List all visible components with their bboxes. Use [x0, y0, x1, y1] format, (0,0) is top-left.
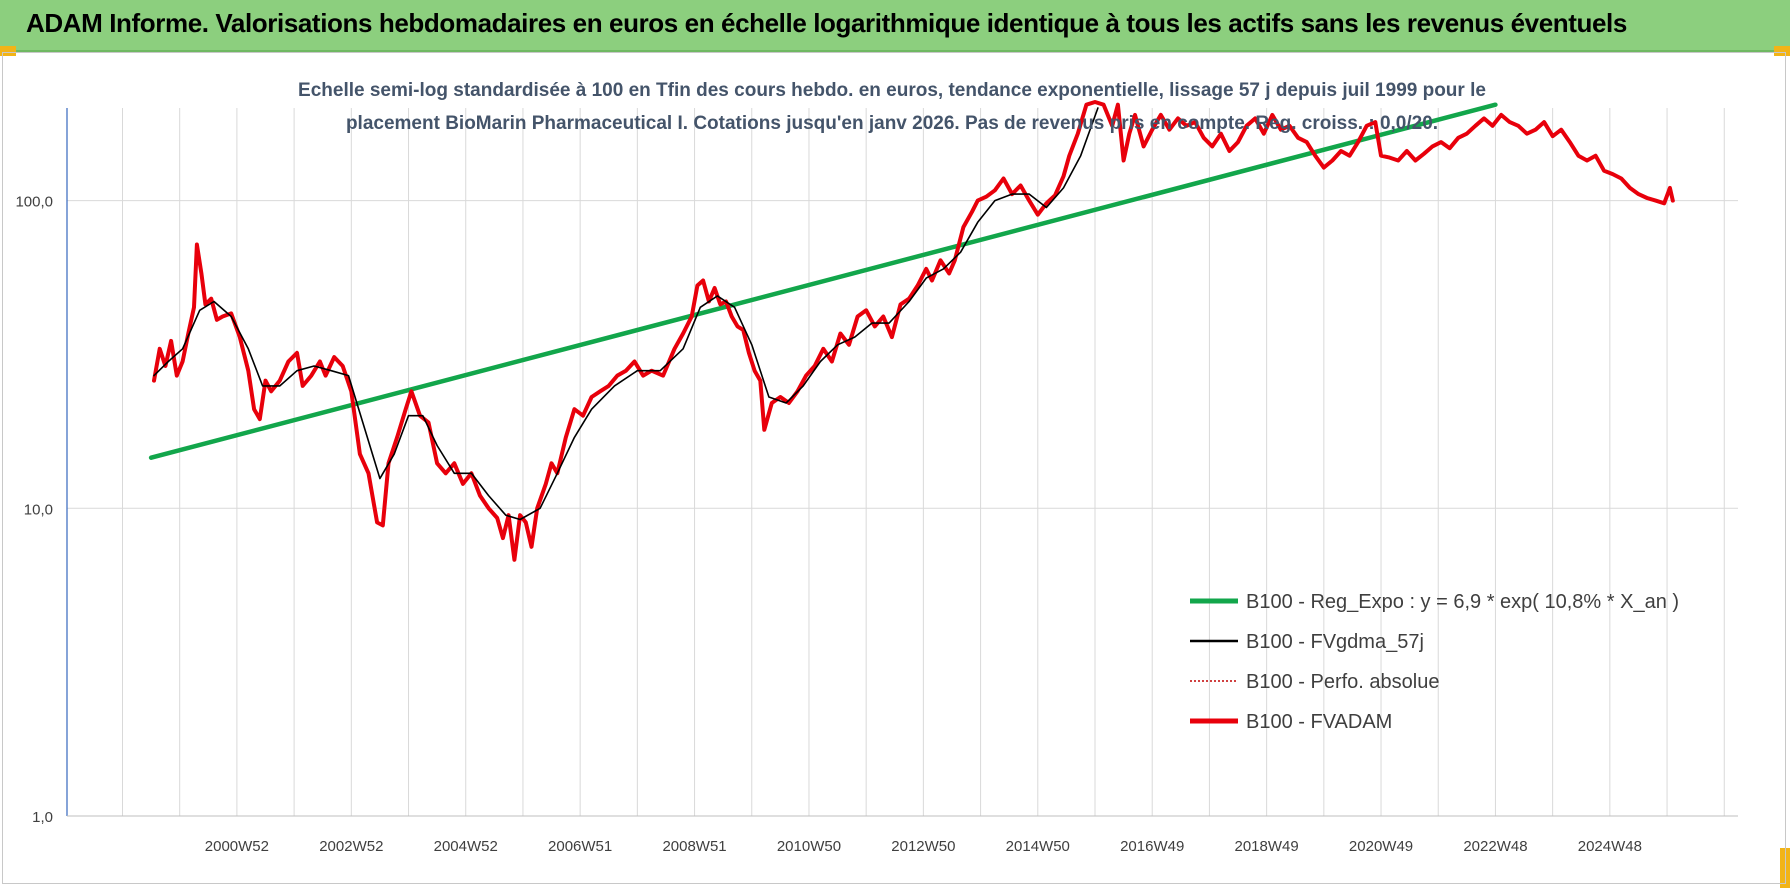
x-tick-label: 2018W49 [1235, 838, 1299, 855]
x-tick-label: 2000W52 [205, 838, 269, 855]
x-tick-label: 2020W49 [1349, 838, 1413, 855]
series-line-3 [152, 100, 1675, 562]
x-tick-label: 2024W48 [1578, 838, 1642, 855]
legend-label-3: B100 - FVADAM [1246, 711, 1392, 733]
series-line-0 [148, 102, 1498, 460]
legend-label-1: B100 - FVgdma_57j [1246, 631, 1424, 653]
x-tick-label: 2022W48 [1463, 838, 1527, 855]
x-tick-label: 2012W50 [891, 838, 955, 855]
y-tick-labels: 1,0 10,0 100,0 [15, 194, 53, 826]
y-tick-label: 10,0 [24, 501, 53, 518]
x-gridlines [121, 108, 1725, 816]
banner: ADAM Informe. Valorisations hebdomadaire… [0, 0, 1790, 52]
x-tick-label: 2004W52 [434, 838, 498, 855]
x-tick-label: 2016W49 [1120, 838, 1184, 855]
legend: B100 - Reg_Expo : y = 6,9 * exp( 10,8% *… [1190, 591, 1679, 733]
corner-marker-left [0, 46, 16, 56]
x-tick-labels: 2000W52 2002W52 2004W52 2006W51 2008W51 2010W… [205, 838, 1642, 855]
legend-label-2: B100 - Perfo. absolue [1246, 671, 1439, 693]
chart-subtitle-line-2: placement BioMarin Pharmaceutical I. Cot… [346, 113, 1438, 134]
corner-marker-right [1774, 46, 1790, 56]
chart-subtitle-line-1: Echelle semi-log standardisée à 100 en T… [298, 80, 1486, 101]
chart-frame [2, 52, 1786, 884]
y-tick-label: 1,0 [32, 809, 53, 826]
series-layer [148, 100, 1675, 562]
y-gridlines [67, 200, 1738, 817]
x-tick-label: 2014W50 [1006, 838, 1070, 855]
x-tick-label: 2008W51 [662, 838, 726, 855]
banner-title: ADAM Informe. Valorisations hebdomadaire… [26, 8, 1627, 38]
legend-label-0: B100 - Reg_Expo : y = 6,9 * exp( 10,8% *… [1246, 591, 1679, 613]
x-tick-label: 2010W50 [777, 838, 841, 855]
y-tick-label: 100,0 [15, 194, 53, 211]
series-line-1 [153, 107, 1099, 521]
x-tick-label: 2002W52 [319, 838, 383, 855]
x-tick-label: 2006W51 [548, 838, 612, 855]
